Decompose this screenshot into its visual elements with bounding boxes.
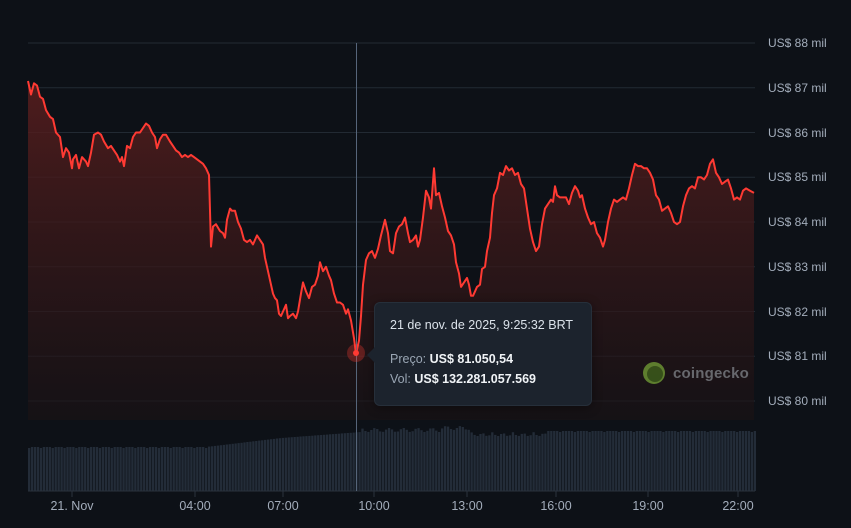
y-axis-label: US$ 82 mil (768, 304, 827, 319)
y-axis-label: US$ 81 mil (768, 349, 827, 364)
tooltip-volume-label: Vol: (390, 372, 411, 386)
volume-bars (28, 426, 756, 491)
tooltip-price-row: Preço: US$ 81.050,54 (390, 352, 576, 366)
price-line[interactable] (27, 80, 755, 355)
y-axis-label: US$ 86 mil (768, 125, 827, 140)
watermark-text: coingecko (673, 364, 749, 382)
x-axis-label: 16:00 (540, 499, 572, 513)
y-axis-label: US$ 84 mil (768, 215, 827, 229)
x-axis-label: 19:00 (632, 499, 664, 513)
x-axis-label: 04:00 (179, 499, 211, 513)
x-axis-label: 13:00 (451, 499, 483, 513)
tooltip-volume-value: US$ 132.281.057.569 (414, 372, 536, 386)
tooltip-datetime: 21 de nov. de 2025, 9:25:32 BRT (390, 318, 574, 332)
x-axis-label: 10:00 (358, 499, 390, 513)
tooltip-price-label: Preço: (390, 352, 427, 366)
x-axis-ticks (71, 491, 739, 497)
y-axis-label: US$ 83 mil (768, 259, 827, 274)
y-axis-label: US$ 88 mil (768, 36, 827, 50)
y-axis-label: US$ 80 mil (768, 394, 827, 408)
hover-tooltip: 21 de nov. de 2025, 9:25:32 BRT Preço: U… (367, 302, 592, 406)
tooltip-volume-row: Vol: US$ 132.281.057.569 (390, 372, 576, 386)
x-axis-label: 21. Nov (50, 499, 94, 513)
x-axis-label: 07:00 (267, 499, 299, 513)
tooltip-price-value: US$ 81.050,54 (429, 352, 514, 366)
coingecko-gecko-logo-icon (643, 362, 665, 384)
y-axis-label: US$ 85 mil (768, 170, 827, 185)
coingecko-watermark: coingecko (643, 362, 749, 384)
hover-point-marker[interactable] (353, 350, 359, 356)
x-axis-label: 22:00 (722, 499, 754, 513)
y-axis-label: US$ 87 mil (768, 80, 827, 95)
